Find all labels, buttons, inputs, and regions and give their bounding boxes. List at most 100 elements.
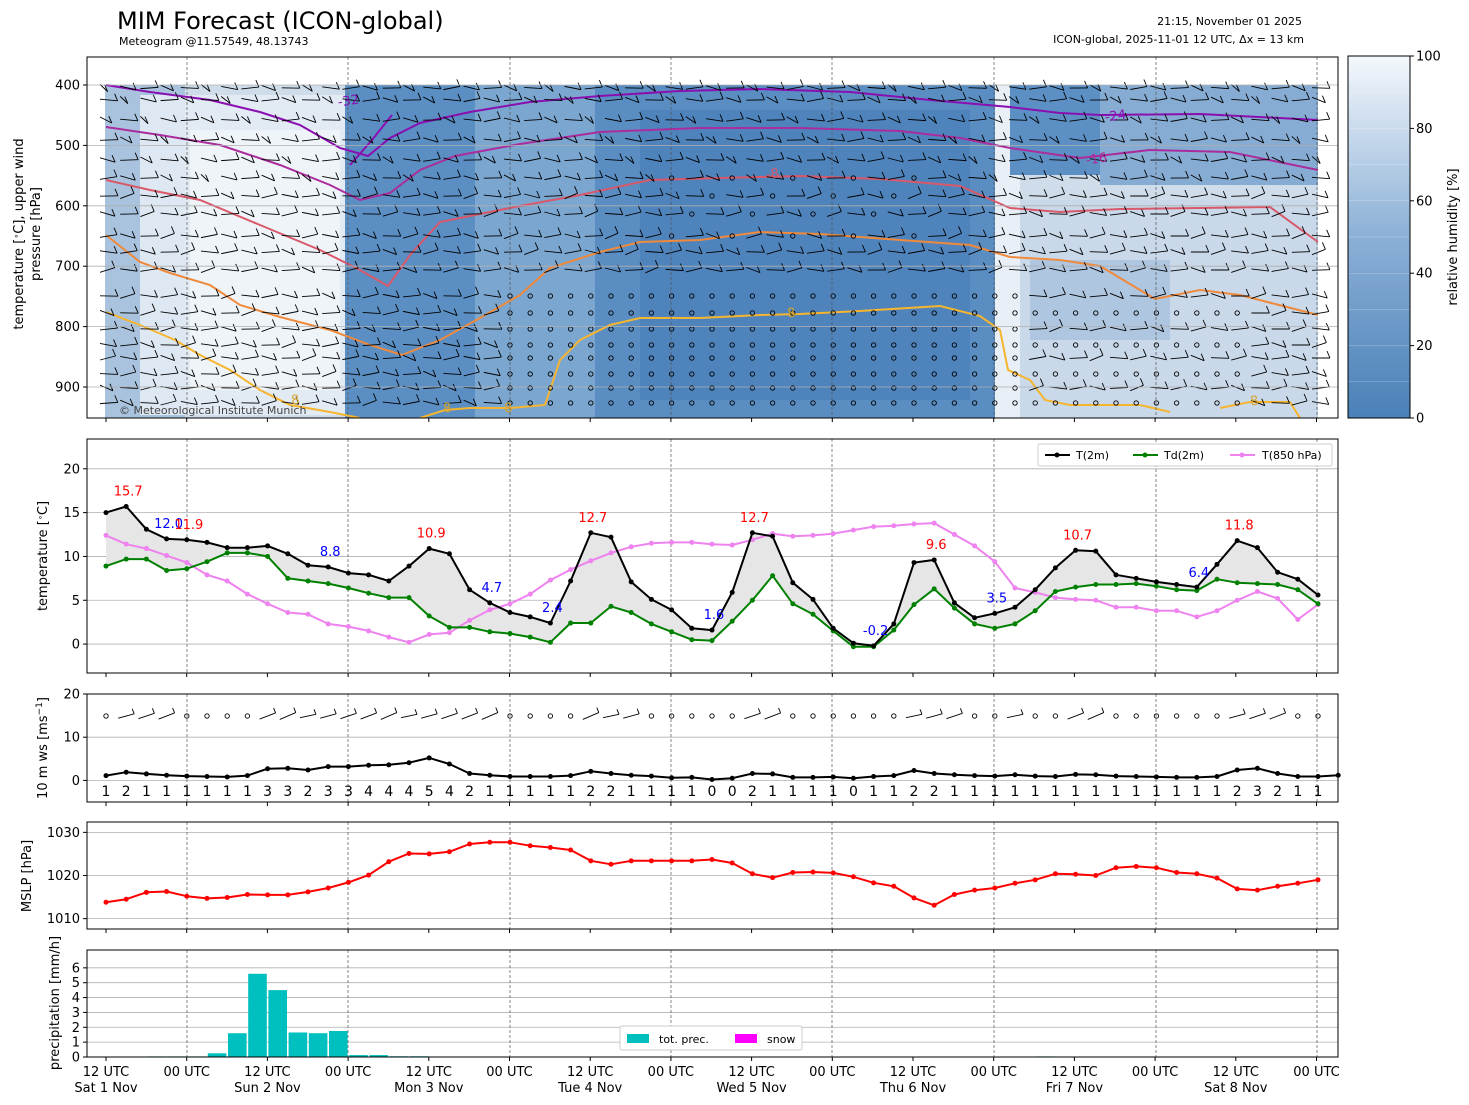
wind-barb bbox=[602, 713, 620, 719]
wind-barb bbox=[281, 177, 300, 179]
wind-barb-feather bbox=[719, 114, 724, 122]
wind-barb bbox=[382, 310, 399, 316]
wind-barb bbox=[968, 176, 987, 180]
wind-barb bbox=[140, 249, 156, 255]
wind-barb bbox=[402, 343, 421, 347]
mslp-point bbox=[850, 874, 856, 880]
wind-barb bbox=[322, 326, 339, 332]
wind-barb bbox=[1190, 117, 1207, 123]
wind-barb bbox=[320, 713, 337, 719]
wind-barb-feather bbox=[193, 205, 198, 213]
calm-wind-circle bbox=[1113, 371, 1119, 377]
wind-barb bbox=[382, 194, 400, 198]
calm-wind-circle bbox=[1214, 713, 1220, 719]
wind-barb-feather bbox=[596, 246, 601, 255]
wind-barb bbox=[907, 96, 917, 104]
wind-barb-feather bbox=[110, 308, 115, 316]
wind-barb bbox=[483, 86, 502, 90]
wind-barb bbox=[827, 249, 842, 255]
wind-barb bbox=[1190, 294, 1209, 298]
calm-wind-circle bbox=[527, 400, 533, 406]
wind-speed-value: 2 bbox=[586, 784, 595, 800]
wind-barb bbox=[948, 98, 967, 102]
wind-barb bbox=[705, 267, 723, 273]
wind-barb-feather bbox=[1284, 94, 1289, 102]
wind-barb-feather bbox=[312, 115, 317, 123]
wind-barb-feather bbox=[881, 229, 886, 238]
td2m-point bbox=[628, 610, 634, 616]
wind-barb-feather bbox=[800, 93, 805, 102]
mslp-point bbox=[244, 891, 250, 897]
t2m-point bbox=[951, 600, 957, 606]
calm-wind-circle bbox=[769, 371, 776, 377]
t2m-point bbox=[830, 625, 836, 631]
wind-barb bbox=[1150, 268, 1168, 272]
wind-barb-feather bbox=[355, 246, 360, 254]
wind-speed-value: 1 bbox=[809, 784, 818, 800]
wind-barb bbox=[1291, 326, 1307, 332]
wind-barb bbox=[948, 136, 958, 144]
wind-barb bbox=[423, 386, 442, 390]
wind-barb bbox=[1190, 138, 1208, 142]
wind-barb bbox=[1231, 211, 1247, 217]
calm-wind-circle bbox=[689, 211, 695, 217]
wind-barb bbox=[786, 157, 802, 163]
isotherm-contour bbox=[105, 311, 361, 418]
wind-barb bbox=[342, 372, 360, 376]
wind-barb bbox=[241, 294, 259, 298]
wind-barb bbox=[180, 342, 196, 348]
wind-barb-feather bbox=[336, 263, 341, 271]
wind-barbs bbox=[99, 79, 1331, 407]
calm-wind-circle bbox=[911, 342, 917, 348]
wind-barb-feather bbox=[1316, 156, 1321, 164]
wind-barb bbox=[342, 211, 357, 217]
precip-bar bbox=[228, 1033, 247, 1057]
wind-barb bbox=[927, 116, 937, 124]
precip-bar bbox=[288, 1032, 308, 1057]
wind-speed-value: 1 bbox=[1091, 784, 1100, 800]
wind-barb-feather bbox=[942, 79, 947, 88]
wind-barb bbox=[988, 250, 1007, 254]
wind-barb-feather bbox=[801, 132, 806, 141]
xtick-time-label: 00 UTC bbox=[1132, 1065, 1178, 1080]
wind-barb bbox=[766, 86, 785, 90]
wind-barb-feather bbox=[134, 305, 139, 314]
t850-point bbox=[265, 601, 271, 607]
wind-barb bbox=[200, 355, 216, 361]
t2m-point bbox=[1315, 592, 1321, 598]
wind-barb bbox=[483, 156, 496, 164]
wind-speed-value: 2 bbox=[304, 784, 313, 800]
wind-barb-feather bbox=[457, 132, 462, 140]
wind-barb bbox=[1029, 98, 1047, 102]
extreme-label: 10.9 bbox=[417, 527, 446, 542]
wind-barb-feather bbox=[491, 155, 496, 164]
mslp-point bbox=[1174, 869, 1180, 875]
legend-td2m: Td(2m) bbox=[1163, 449, 1204, 462]
td2m-point bbox=[467, 624, 473, 630]
calm-wind-circle bbox=[1113, 713, 1119, 719]
wind-barb bbox=[524, 137, 541, 143]
td2m-point bbox=[103, 563, 109, 569]
wind-speed-value: 3 bbox=[263, 784, 272, 800]
wind-barb bbox=[1008, 192, 1023, 200]
wind-barb bbox=[423, 212, 441, 216]
wind-barb-feather bbox=[453, 308, 458, 316]
wind-barb-feather bbox=[111, 209, 116, 217]
wind-barb-feather bbox=[940, 246, 945, 255]
wind-speed-value: 1 bbox=[687, 784, 696, 800]
wind-barb bbox=[887, 139, 906, 141]
wind-barb-feather bbox=[921, 263, 926, 272]
wind-barb-feather bbox=[534, 242, 539, 250]
wind-barb bbox=[1049, 232, 1063, 240]
wind-barb-feather bbox=[1306, 207, 1310, 215]
wind-barb bbox=[382, 97, 398, 103]
wind-barb-feather bbox=[941, 261, 946, 269]
wind-barb bbox=[524, 176, 542, 180]
wind-barb-feather bbox=[376, 381, 381, 390]
calm-wind-circle bbox=[689, 400, 695, 406]
wind-barb bbox=[847, 137, 865, 143]
td2m-point bbox=[689, 637, 695, 643]
wind-barb-feather bbox=[254, 94, 259, 102]
wind-barb-feather bbox=[170, 226, 175, 234]
